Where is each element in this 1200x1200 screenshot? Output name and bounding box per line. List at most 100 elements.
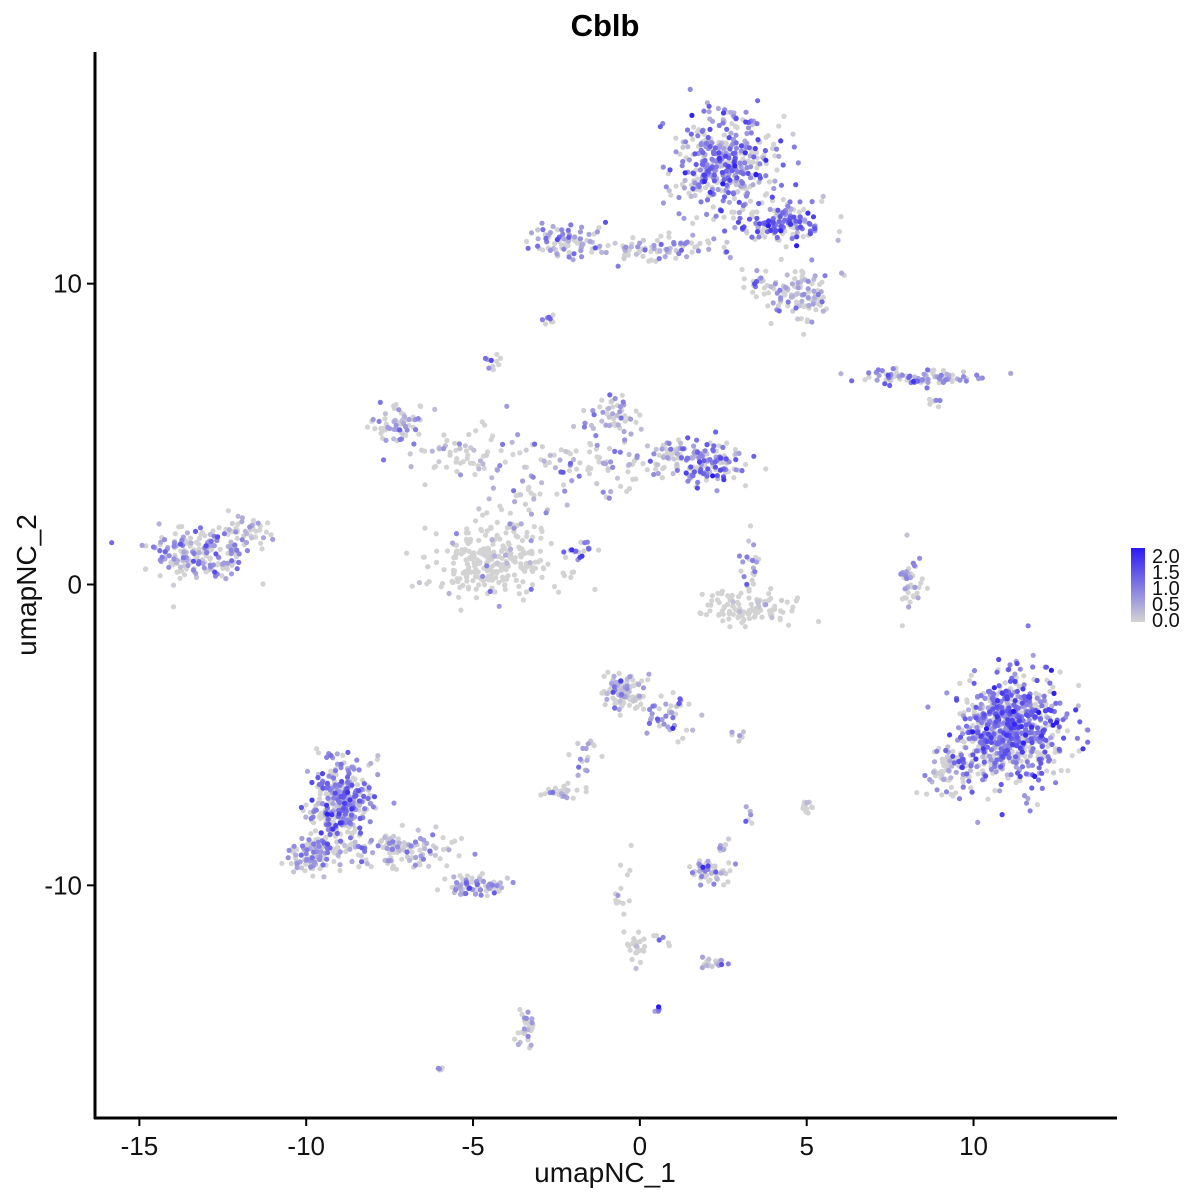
cell-point <box>753 220 759 226</box>
cell-point <box>640 237 647 243</box>
cell-point <box>528 230 535 236</box>
cell-point <box>337 838 344 844</box>
cell-point <box>337 867 343 874</box>
cell-point <box>640 693 646 699</box>
cell-point <box>525 1033 531 1039</box>
cell-point <box>839 270 845 276</box>
cell-point <box>656 706 662 712</box>
cell-point <box>776 308 782 314</box>
cell-point <box>1000 737 1006 743</box>
cell-point <box>617 404 624 410</box>
cell-point <box>710 204 716 210</box>
cell-point <box>630 235 636 241</box>
cell-point <box>654 716 661 722</box>
cell-point <box>711 236 717 242</box>
cell-point <box>774 234 780 241</box>
cell-point <box>702 868 708 874</box>
cell-point <box>651 933 657 939</box>
cell-point <box>528 1042 534 1048</box>
cell-point <box>574 240 580 246</box>
cell-point <box>664 246 670 252</box>
cell-point <box>633 419 639 425</box>
cell-point <box>786 622 792 628</box>
cell-point <box>463 890 469 897</box>
cell-point <box>642 943 648 950</box>
cell-point <box>688 464 694 470</box>
cell-point <box>402 414 408 420</box>
cell-point <box>768 586 774 592</box>
cell-point <box>519 1011 525 1017</box>
cell-point <box>298 852 304 858</box>
cell-point <box>457 584 463 591</box>
cell-point <box>380 425 386 431</box>
cell-point <box>695 248 702 254</box>
cell-point <box>179 523 185 530</box>
cell-point <box>773 146 780 152</box>
cell-point <box>464 574 470 581</box>
cell-point <box>451 874 457 880</box>
cell-point <box>790 308 796 314</box>
cell-point <box>666 230 672 236</box>
cell-point <box>552 465 559 471</box>
cell-point <box>743 119 749 125</box>
cell-point <box>644 443 651 449</box>
cell-point <box>612 395 618 402</box>
cell-point <box>389 865 396 871</box>
cell-point <box>490 485 496 491</box>
cell-point <box>364 861 370 867</box>
cell-point <box>529 1020 535 1026</box>
cell-point <box>905 590 911 596</box>
cell-point <box>611 673 617 680</box>
cell-point <box>1013 760 1019 766</box>
cell-point <box>593 433 599 439</box>
cell-point <box>920 377 926 383</box>
cell-point <box>291 869 297 875</box>
cell-point <box>736 209 743 216</box>
cell-point <box>247 524 253 530</box>
cell-point <box>263 529 269 535</box>
cell-point <box>958 752 964 758</box>
cell-point <box>315 750 322 756</box>
cell-point <box>327 831 333 837</box>
cell-point <box>714 597 721 603</box>
cell-point <box>583 789 589 795</box>
cell-point <box>215 561 221 567</box>
cell-point <box>721 605 727 611</box>
cell-point <box>977 705 983 712</box>
cell-point <box>504 560 510 566</box>
cell-point <box>432 463 439 469</box>
cell-point <box>326 821 332 827</box>
cell-point <box>1005 717 1011 723</box>
cell-point <box>489 577 495 583</box>
cell-point <box>628 431 634 437</box>
cell-point <box>1023 732 1029 738</box>
cell-point <box>265 520 271 526</box>
cell-point <box>496 888 502 894</box>
cell-point <box>737 608 743 615</box>
cell-point <box>604 690 610 697</box>
cell-point <box>980 746 986 752</box>
cell-point <box>1020 686 1026 692</box>
cell-point <box>1053 700 1059 706</box>
cell-point <box>436 459 442 465</box>
cell-point <box>302 868 308 874</box>
cell-point <box>961 374 967 380</box>
colorbar-tick-label: 0.0 <box>1152 610 1180 632</box>
cell-point <box>437 856 443 862</box>
cell-point <box>710 473 716 479</box>
cell-point <box>380 844 386 851</box>
cell-point <box>450 560 457 566</box>
cell-point <box>1017 745 1023 751</box>
cell-point <box>523 563 529 569</box>
cell-point <box>615 263 621 269</box>
cell-point <box>433 531 439 537</box>
cell-point <box>746 216 753 222</box>
cell-point <box>993 719 999 725</box>
cell-point <box>466 548 472 555</box>
cell-point <box>440 835 446 841</box>
cell-point <box>191 550 197 557</box>
cell-point <box>676 701 682 707</box>
cell-point <box>772 153 778 159</box>
cell-point <box>618 862 624 868</box>
cell-point <box>444 437 450 444</box>
